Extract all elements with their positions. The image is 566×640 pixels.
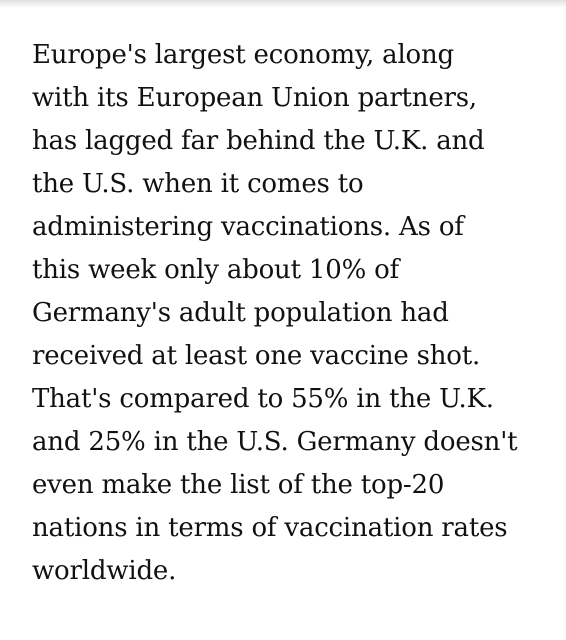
paragraph-line: even make the list of the top-20 — [32, 470, 445, 500]
paragraph-line: worldwide. — [32, 556, 177, 586]
paragraph-line: received at least one vaccine shot. — [32, 341, 481, 371]
paragraph-line: with its European Union partners, — [32, 83, 477, 113]
paragraph-line: That's compared to 55% in the U.K. — [32, 384, 494, 414]
article-paragraph: Europe's largest economy, along with its… — [32, 34, 552, 593]
paragraph-line: has lagged far behind the U.K. and — [32, 126, 485, 156]
paragraph-line: the U.S. when it comes to — [32, 169, 364, 199]
paragraph-line: this week only about 10% of — [32, 255, 400, 285]
paragraph-line: nations in terms of vaccination rates — [32, 513, 508, 543]
paragraph-line: Europe's largest economy, along — [32, 40, 455, 70]
paragraph-line: and 25% in the U.S. Germany doesn't — [32, 427, 518, 457]
paragraph-line: Germany's adult population had — [32, 298, 449, 328]
paragraph-line: administering vaccinations. As of — [32, 212, 464, 242]
top-shadow — [0, 0, 566, 8]
